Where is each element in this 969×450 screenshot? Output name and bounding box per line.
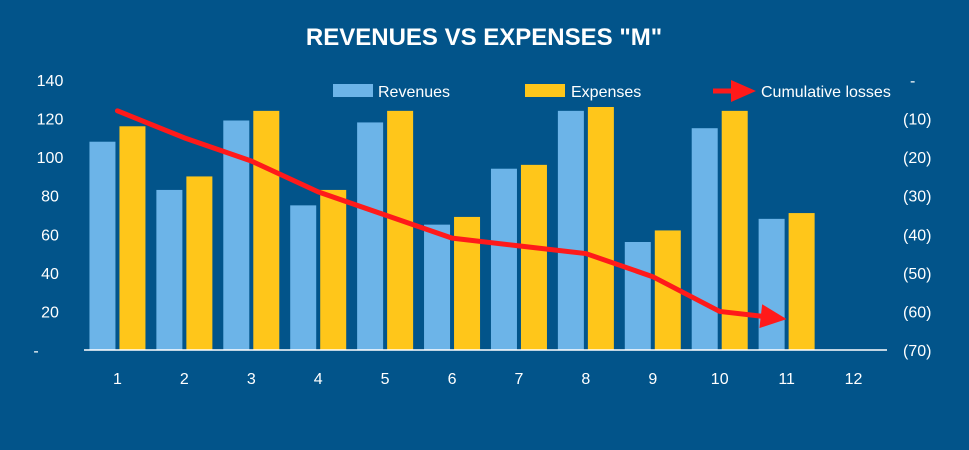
- x-tick-label-3: 3: [247, 371, 256, 388]
- left-tick-label: 120: [37, 112, 64, 129]
- right-tick-label: (30): [903, 189, 931, 206]
- bars-layer: [89, 107, 815, 351]
- legend-label-revenues: Revenues: [378, 84, 450, 101]
- losses-line-layer: [114, 108, 787, 329]
- left-tick-label: 40: [41, 266, 59, 283]
- left-tick-label: 140: [37, 73, 64, 90]
- bar-revenues-10: [691, 128, 718, 350]
- bar-revenues-2: [156, 189, 183, 350]
- x-tick-label-5: 5: [381, 371, 390, 388]
- bar-expenses-7: [520, 164, 547, 350]
- bar-revenues-5: [357, 122, 384, 350]
- bar-expenses-8: [587, 107, 614, 350]
- left-tick-label: 100: [37, 150, 64, 167]
- right-tick-label: (60): [903, 304, 931, 321]
- x-tick-label-8: 8: [581, 371, 590, 388]
- right-tick-label: (40): [903, 227, 931, 244]
- legend-label-expenses: Expenses: [571, 84, 641, 101]
- legend-swatch-expenses: [525, 84, 565, 97]
- bar-revenues-11: [758, 218, 785, 350]
- legend-swatch-losses-arrowhead: [731, 80, 756, 102]
- bar-expenses-4: [320, 189, 347, 350]
- x-tick-labels: 1 2 3 4 5 6 7 8 9 10 11 12: [113, 371, 863, 388]
- legend: Revenues Expenses Cumulative losses: [333, 80, 891, 102]
- legend-label-losses: Cumulative losses: [761, 84, 891, 101]
- x-tick-label-7: 7: [515, 371, 524, 388]
- bar-expenses-3: [253, 110, 280, 350]
- x-tick-label-2: 2: [180, 371, 189, 388]
- x-tick-label-10: 10: [711, 371, 729, 388]
- left-tick-label: 60: [41, 227, 59, 244]
- right-tick-label: -: [910, 73, 915, 90]
- line-cumulative-losses: [114, 108, 764, 319]
- right-tick-label: (50): [903, 266, 931, 283]
- bar-expenses-5: [387, 110, 414, 350]
- left-axis-tick-labels: - 20 40 60 80 100 120 140: [33, 73, 63, 360]
- x-tick-label-1: 1: [113, 371, 122, 388]
- right-tick-label: (70): [903, 343, 931, 360]
- bar-revenues-6: [424, 224, 451, 350]
- chart-title: REVENUES VS EXPENSES "M": [306, 24, 662, 51]
- x-tick-label-12: 12: [845, 371, 863, 388]
- right-axis-tick-labels: - (10) (20) (30) (40) (50) (60) (70): [903, 73, 931, 360]
- x-tick-label-11: 11: [778, 371, 795, 388]
- legend-swatch-revenues: [333, 84, 373, 97]
- bar-expenses-2: [186, 176, 213, 350]
- x-tick-label-9: 9: [648, 371, 657, 388]
- right-tick-label: (20): [903, 150, 931, 167]
- x-tick-label-4: 4: [314, 371, 323, 388]
- bar-revenues-8: [557, 110, 584, 350]
- left-tick-label: 80: [41, 189, 59, 206]
- bar-revenues-4: [290, 205, 317, 350]
- bar-revenues-9: [624, 242, 651, 350]
- left-tick-label: 20: [41, 304, 59, 321]
- x-tick-label-6: 6: [448, 371, 457, 388]
- bar-expenses-11: [788, 213, 815, 350]
- bar-expenses-1: [119, 126, 146, 351]
- bar-revenues-1: [89, 141, 116, 350]
- right-tick-label: (10): [903, 112, 931, 129]
- line-cumulative-losses-arrowhead: [759, 304, 787, 329]
- left-tick-label: -: [33, 343, 38, 360]
- bar-revenues-7: [490, 168, 517, 350]
